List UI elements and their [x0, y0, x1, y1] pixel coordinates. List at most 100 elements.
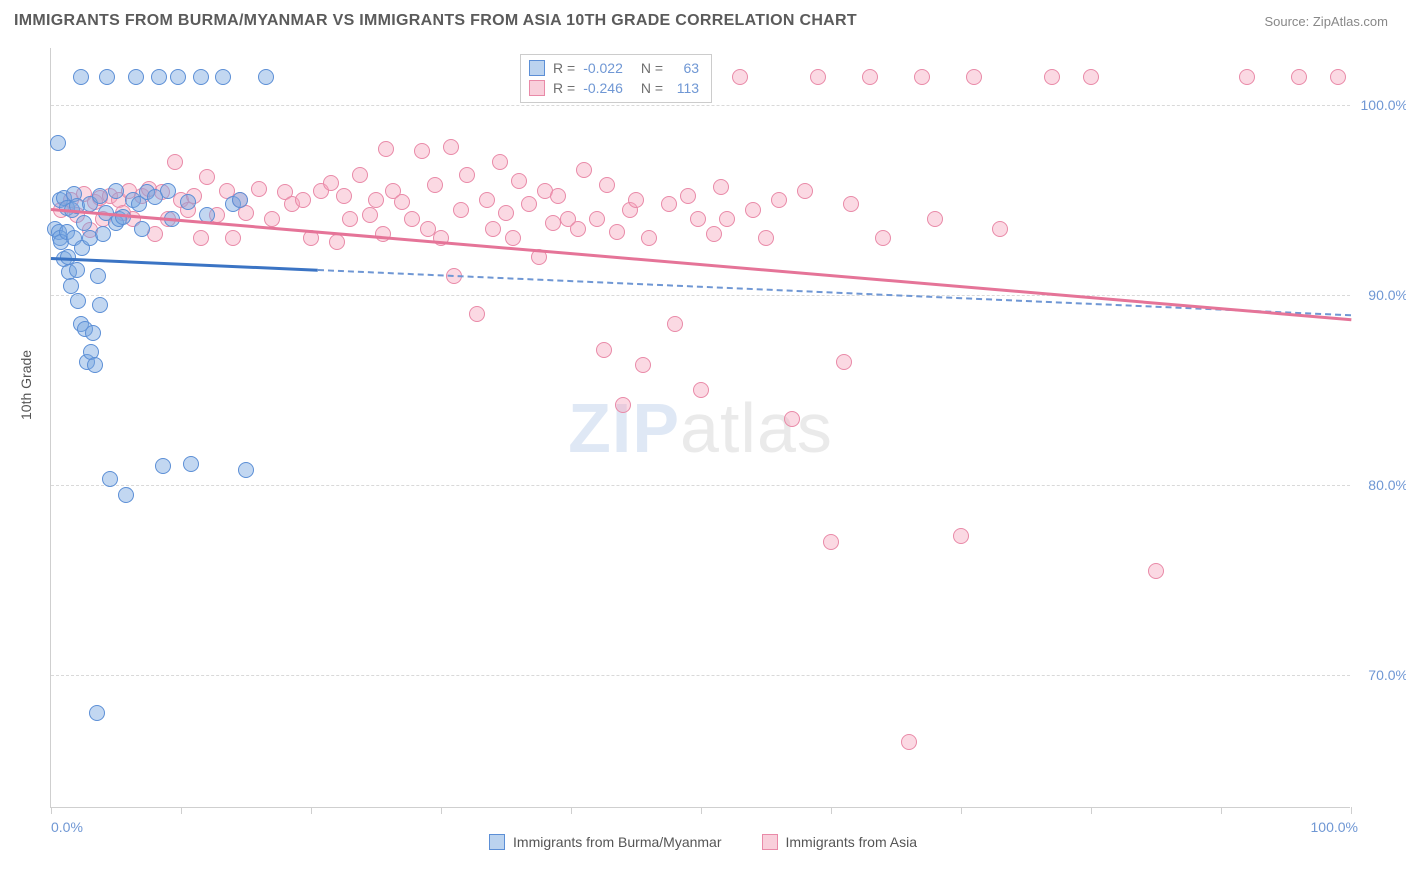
data-point	[505, 230, 521, 246]
x-tick	[51, 807, 52, 814]
x-tick	[181, 807, 182, 814]
x-tick	[1221, 807, 1222, 814]
data-point	[732, 69, 748, 85]
data-point	[193, 230, 209, 246]
n-label: N =	[641, 78, 663, 98]
data-point	[459, 167, 475, 183]
square-icon	[529, 60, 545, 76]
source-name: ZipAtlas.com	[1313, 14, 1388, 29]
data-point	[251, 181, 267, 197]
data-point	[1148, 563, 1164, 579]
series-legend: Immigrants from Burma/Myanmar Immigrants…	[0, 834, 1406, 850]
data-point	[170, 69, 186, 85]
n-label: N =	[641, 58, 663, 78]
legend-label-pink: Immigrants from Asia	[786, 834, 917, 850]
data-point	[810, 69, 826, 85]
y-tick-label: 80.0%	[1358, 477, 1406, 493]
data-point	[264, 211, 280, 227]
correlation-legend: R =-0.022N =63R =-0.246N =113	[520, 54, 712, 103]
data-point	[479, 192, 495, 208]
data-point	[635, 357, 651, 373]
data-point	[615, 397, 631, 413]
source-attribution: Source: ZipAtlas.com	[1264, 14, 1388, 29]
data-point	[180, 194, 196, 210]
data-point	[70, 293, 86, 309]
data-point	[1291, 69, 1307, 85]
data-point	[927, 211, 943, 227]
data-point	[719, 211, 735, 227]
data-point	[875, 230, 891, 246]
data-point	[498, 205, 514, 221]
x-tick	[1351, 807, 1352, 814]
correlation-legend-row: R =-0.022N =63	[529, 58, 699, 78]
data-point	[102, 471, 118, 487]
data-point	[89, 705, 105, 721]
data-point	[128, 69, 144, 85]
x-tick-label-right: 100.0%	[1311, 819, 1358, 835]
data-point	[258, 69, 274, 85]
data-point	[73, 69, 89, 85]
y-tick-label: 100.0%	[1358, 97, 1406, 113]
data-point	[295, 192, 311, 208]
gridline	[51, 295, 1350, 296]
data-point	[238, 462, 254, 478]
square-icon	[762, 834, 778, 850]
data-point	[1044, 69, 1060, 85]
data-point	[134, 221, 150, 237]
data-point	[706, 226, 722, 242]
data-point	[50, 135, 66, 151]
data-point	[901, 734, 917, 750]
x-tick	[961, 807, 962, 814]
data-point	[758, 230, 774, 246]
data-point	[966, 69, 982, 85]
data-point	[427, 177, 443, 193]
gridline	[51, 675, 1350, 676]
data-point	[628, 192, 644, 208]
watermark: ZIPatlas	[568, 388, 833, 468]
data-point	[225, 230, 241, 246]
data-point	[550, 188, 566, 204]
data-point	[232, 192, 248, 208]
data-point	[323, 175, 339, 191]
data-point	[63, 278, 79, 294]
data-point	[596, 342, 612, 358]
r-value: -0.246	[583, 78, 623, 98]
x-tick	[831, 807, 832, 814]
data-point	[589, 211, 605, 227]
data-point	[69, 262, 85, 278]
data-point	[76, 215, 92, 231]
square-icon	[529, 80, 545, 96]
chart-title: IMMIGRANTS FROM BURMA/MYANMAR VS IMMIGRA…	[14, 12, 857, 30]
gridline	[51, 485, 1350, 486]
data-point	[914, 69, 930, 85]
legend-item-blue: Immigrants from Burma/Myanmar	[489, 834, 721, 850]
data-point	[661, 196, 677, 212]
y-axis-label: 10th Grade	[18, 350, 34, 420]
data-point	[485, 221, 501, 237]
data-point	[336, 188, 352, 204]
legend-item-pink: Immigrants from Asia	[762, 834, 917, 850]
n-value: 113	[671, 78, 699, 98]
data-point	[404, 211, 420, 227]
data-point	[394, 194, 410, 210]
data-point	[414, 143, 430, 159]
data-point	[641, 230, 657, 246]
data-point	[85, 325, 101, 341]
data-point	[362, 207, 378, 223]
n-value: 63	[671, 58, 699, 78]
data-point	[570, 221, 586, 237]
source-label: Source:	[1264, 14, 1312, 29]
data-point	[953, 528, 969, 544]
data-point	[693, 382, 709, 398]
data-point	[992, 221, 1008, 237]
data-point	[492, 154, 508, 170]
data-point	[690, 211, 706, 227]
x-tick	[441, 807, 442, 814]
data-point	[167, 154, 183, 170]
r-label: R =	[553, 78, 575, 98]
data-point	[745, 202, 761, 218]
x-tick	[701, 807, 702, 814]
data-point	[843, 196, 859, 212]
data-point	[511, 173, 527, 189]
data-point	[784, 411, 800, 427]
